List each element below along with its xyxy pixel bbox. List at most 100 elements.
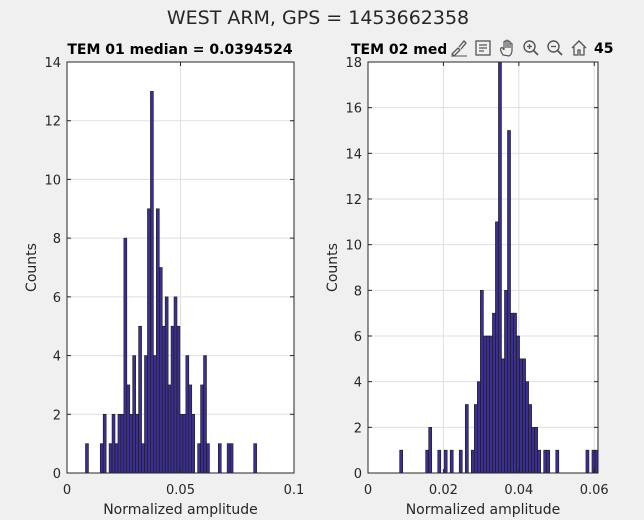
tem01-ytick-label: 8 — [53, 232, 61, 247]
tem02-xtick-label: 0.06 — [580, 483, 609, 498]
tem01-bar-13 — [138, 325, 142, 474]
tem01-bar-35 — [206, 443, 210, 474]
tem01-bar-17 — [150, 91, 154, 474]
tem02-bar-24 — [519, 358, 523, 474]
tem01-bar-14 — [141, 443, 145, 474]
tem01-bar-6 — [117, 413, 122, 474]
tem02-ytick-label: 4 — [354, 376, 362, 391]
tem01-bar-25 — [173, 296, 178, 474]
tem02-bar-34 — [585, 449, 590, 474]
tem01-bar-21 — [161, 325, 166, 474]
tem01-bar-36 — [217, 443, 222, 474]
tem02-ytick-label: 18 — [345, 56, 362, 71]
tem02-bar-21 — [510, 312, 514, 474]
tem01-xtick-label: 0 — [63, 483, 71, 498]
tem02-bar-0 — [399, 449, 403, 474]
tem01-bar-11 — [132, 355, 136, 474]
tem01-bar-31 — [191, 413, 195, 474]
tem01-bar-29 — [185, 355, 190, 474]
tem02-xtick-label: 0.02 — [429, 483, 458, 498]
figure-title: WEST ARM, GPS = 1453662358 — [167, 7, 469, 29]
tem01-bar-15 — [144, 355, 148, 474]
tem01-bar-16 — [147, 208, 151, 474]
tem02-bar-26 — [525, 381, 529, 474]
tem02-bar-31 — [543, 449, 548, 474]
tem02-ytick-label: 10 — [345, 239, 362, 254]
tem01-bar-9 — [126, 384, 131, 474]
tem02-xtick-label: 0 — [364, 483, 372, 498]
home-icon[interactable] — [568, 37, 590, 59]
tem02-xtick-label: 0.04 — [504, 483, 533, 498]
tem01-bar-32 — [197, 443, 201, 474]
tem02-bar-23 — [516, 335, 520, 474]
tem02-ytick-label: 8 — [354, 284, 362, 299]
tem02-bar-16 — [495, 221, 499, 474]
tem02-ylabel: Counts — [325, 243, 341, 292]
tem02-bar-22 — [513, 312, 517, 474]
tem01-bar-19 — [156, 208, 160, 474]
tem01-bar-33 — [200, 384, 204, 474]
axes-toolbar — [446, 37, 592, 61]
tem02-xlabel: Normalized amplitude — [406, 502, 561, 518]
tem02-axes-box — [367, 61, 599, 474]
tem01-bar-12 — [135, 413, 139, 474]
data-tips-icon[interactable] — [472, 37, 494, 59]
tem01-bar-8 — [123, 237, 128, 474]
tem01-ytick-label: 6 — [53, 291, 61, 306]
tem02-bar-33 — [555, 449, 560, 474]
tem02-bar-12 — [483, 335, 487, 474]
tem02-bar-18 — [501, 358, 505, 474]
tem01-bar-22 — [164, 296, 169, 474]
tem01-ytick-label: 4 — [53, 350, 61, 365]
tem01-ytick-label: 2 — [53, 408, 61, 423]
tem01-bar-0 — [85, 443, 89, 474]
tem01-bar-18 — [153, 355, 157, 474]
tem02-ytick-label: 2 — [354, 421, 362, 436]
zoom-in-icon[interactable] — [520, 37, 542, 59]
tem01-ytick-label: 10 — [44, 173, 61, 188]
tem02-bar-19 — [504, 290, 508, 474]
tem02-ytick-label: 16 — [345, 102, 362, 117]
tem01-bar-20 — [158, 267, 163, 474]
tem01-bar-37 — [226, 443, 231, 474]
tem02-bar-4 — [443, 449, 448, 474]
tem01-ytick-label: 14 — [44, 56, 61, 71]
tem01-ytick-label: 12 — [44, 115, 61, 130]
zoom-out-icon[interactable] — [544, 37, 566, 59]
tem01-bar-2 — [102, 413, 107, 474]
brush-icon[interactable] — [448, 37, 470, 59]
tem01-bar-4 — [111, 413, 116, 474]
tem01-bar-39 — [253, 443, 257, 474]
tem01-bar-23 — [167, 384, 172, 474]
tem02-ytick-label: 14 — [345, 147, 362, 162]
tem02-ytick-label: 12 — [345, 193, 362, 208]
tem02-bar-15 — [492, 312, 496, 474]
tem01-bar-7 — [120, 413, 125, 474]
tem01-bar-1 — [99, 443, 104, 474]
tem01-bar-24 — [170, 325, 175, 474]
axes-tem01[interactable]: 0 2 4 6 8 10 12 14 0 0.05 0.1 Normalized amplitude C… — [24, 56, 304, 518]
axes-tem01-title: TEM 01 median = 0.0394524 — [67, 42, 293, 58]
tem02-bar-20 — [507, 130, 511, 474]
tem01-ytick-label: 0 — [53, 467, 61, 482]
tem01-bar-10 — [129, 413, 134, 474]
pan-hand-icon[interactable] — [496, 37, 518, 59]
tem02-ytick-label: 0 — [354, 467, 362, 482]
tem02-bar-9 — [474, 404, 478, 474]
tem02-bar-13 — [486, 335, 490, 474]
tem02-bar-2 — [428, 427, 433, 474]
tem01-ylabel: Counts — [24, 243, 40, 292]
axes-tem02-title-tail: 45 — [594, 41, 614, 57]
tem02-bar-25 — [522, 358, 526, 474]
tem02-bar-11 — [480, 290, 484, 474]
tem02-bar-14 — [489, 335, 493, 474]
tem02-ytick-label: 6 — [354, 330, 362, 345]
tem02-bar-1 — [425, 449, 430, 474]
tem01-xtick-label: 0.05 — [166, 483, 195, 498]
axes-tem02[interactable]: 0 2 4 6 8 10 12 14 16 18 0 0.02 0.04 0.06 Normalized a… — [325, 56, 609, 518]
tem01-bar-30 — [188, 384, 193, 474]
tem01-bar-3 — [108, 443, 113, 474]
tem01-bar-26 — [176, 325, 181, 474]
tem02-bar-32 — [546, 449, 551, 474]
